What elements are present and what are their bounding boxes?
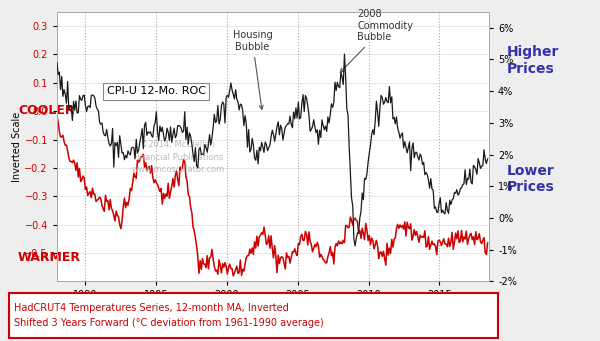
Text: Lower
Prices: Lower Prices <box>506 164 554 194</box>
Text: Higher
Prices: Higher Prices <box>506 45 559 75</box>
Text: WARMER: WARMER <box>18 251 81 264</box>
Text: Housing
Bubble: Housing Bubble <box>233 30 272 109</box>
Text: HadCRUT4 Temperatures Series, 12-month MA, Inverted
Shifted 3 Years Forward (°C : HadCRUT4 Temperatures Series, 12-month M… <box>14 303 323 328</box>
Text: ©2014, McClellan
Financial Publications
www.mcoscillator.com: ©2014, McClellan Financial Publications … <box>131 140 224 174</box>
Text: COOLER: COOLER <box>18 104 74 117</box>
Text: 2008
Commodity
Bubble: 2008 Commodity Bubble <box>340 9 413 72</box>
Y-axis label: Inverted Scale: Inverted Scale <box>11 112 22 182</box>
Text: CPI-U 12-Mo. ROC: CPI-U 12-Mo. ROC <box>107 86 206 97</box>
